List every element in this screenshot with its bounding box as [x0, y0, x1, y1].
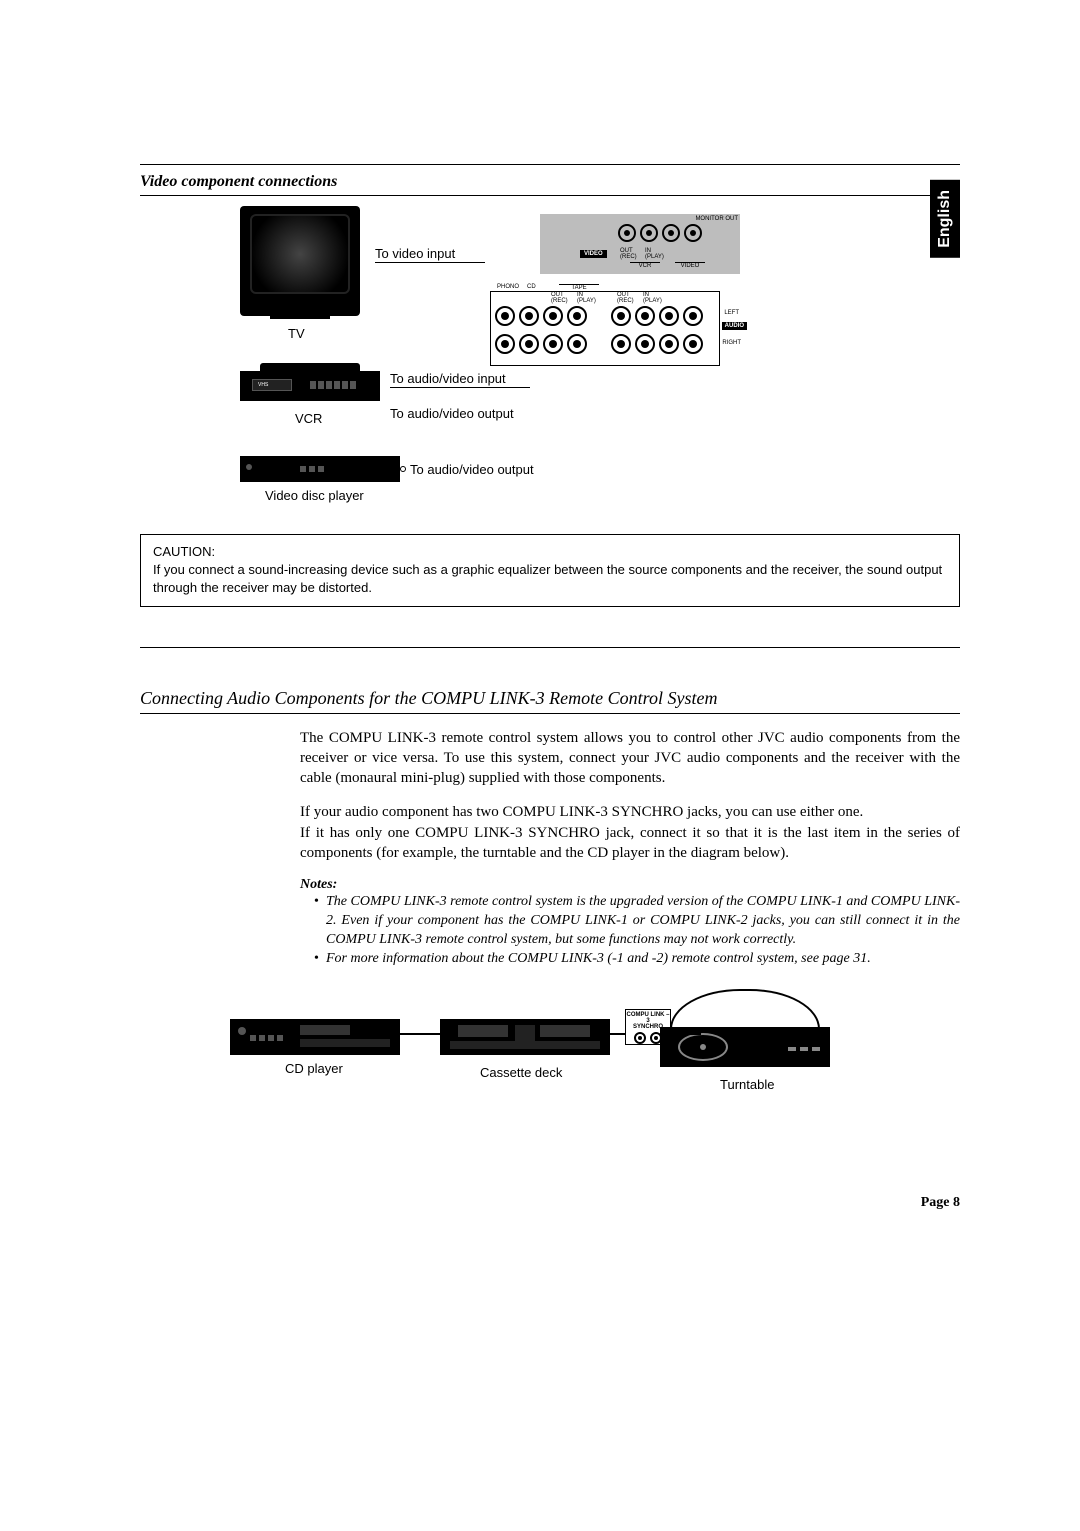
audio-jack: [567, 334, 587, 354]
audio-jack: [495, 306, 515, 326]
audio-jack: [635, 334, 655, 354]
audio-jack: [611, 334, 631, 354]
audio-jack: [519, 306, 539, 326]
to-video-input-label: To video input: [375, 246, 485, 263]
rule-top-2: [140, 195, 960, 196]
audio-jack: [495, 334, 515, 354]
notes-heading: Notes:: [300, 877, 960, 893]
note-2: For more information about the COMPU LIN…: [314, 950, 960, 969]
cassette-deck-icon: [440, 1019, 610, 1055]
video-panel-label: VIDEO: [675, 262, 705, 269]
vcr-label: VCR: [295, 411, 322, 426]
to-av-output-label-1: To audio/video output: [390, 406, 540, 422]
cassette-deck-label: Cassette deck: [480, 1065, 562, 1080]
turntable-label: Turntable: [720, 1077, 774, 1092]
monitor-out-label: MONITOR OUT: [695, 216, 738, 222]
caution-box: CAUTION: If you connect a sound-increasi…: [140, 534, 960, 607]
video-jack: [640, 224, 658, 242]
audio-jack: [635, 306, 655, 326]
video-box-label: VIDEO: [580, 250, 607, 258]
audio-jack: [519, 334, 539, 354]
video-jack: [684, 224, 702, 242]
diagram-compu-link: CD player Cassette deck COMPU LINK – 3 S…: [230, 989, 960, 1109]
audio-jack: [611, 306, 631, 326]
audio-jack: [543, 334, 563, 354]
tape-label: TAPE: [559, 284, 599, 291]
audio-jack: [683, 306, 703, 326]
section1-title: Video component connections: [140, 173, 960, 191]
video-jack-panel: MONITOR OUT VIDEO OUT(REC) IN(PLAY) VCR …: [540, 214, 740, 274]
synchro-jack: [634, 1032, 646, 1044]
audio-jack: [659, 334, 679, 354]
caution-heading: CAUTION:: [153, 543, 947, 561]
section2-para1: The COMPU LINK-3 remote control system a…: [300, 728, 960, 789]
audio-jack: [543, 306, 563, 326]
tv-label: TV: [288, 326, 305, 341]
rule-top-1: [140, 164, 960, 165]
to-av-output-label-2: To audio/video output: [410, 462, 560, 478]
cd-label: CD: [527, 284, 536, 290]
section2-para2: If your audio component has two COMPU LI…: [300, 802, 960, 863]
link-wire: [400, 1033, 440, 1035]
video-jack: [662, 224, 680, 242]
audio-jack: [659, 306, 679, 326]
cd-player-label: CD player: [285, 1061, 343, 1076]
tv-icon: [240, 206, 360, 316]
video-jack: [618, 224, 636, 242]
video-disc-player-label: Video disc player: [265, 488, 364, 503]
caution-text: If you connect a sound-increasing device…: [153, 561, 947, 597]
audio-jack-panel: PHONO CD TAPE OUT(REC) IN(PLAY) OUT(REC)…: [490, 291, 720, 366]
vcr-panel-label: VCR: [630, 262, 660, 269]
audio-jack: [567, 306, 587, 326]
in-play-label: IN(PLAY): [645, 248, 664, 260]
link-wire: [610, 1033, 625, 1035]
link-wire: [671, 1033, 701, 1035]
connector-dot: [400, 466, 406, 472]
right-label: RIGHT: [722, 340, 741, 346]
notes-list: The COMPU LINK-3 remote control system i…: [300, 893, 960, 969]
phono-label: PHONO: [497, 284, 519, 290]
to-av-input-label: To audio/video input: [390, 371, 530, 388]
rule-mid-1: [140, 647, 960, 648]
out-rec-label: OUT(REC): [620, 248, 637, 260]
cd-player-icon: [230, 1019, 400, 1055]
vcr-icon: VHS: [240, 371, 380, 401]
rule-mid-2: [140, 713, 960, 714]
audio-box-label: AUDIO: [722, 322, 747, 330]
diagram-video-connections: TV To video input MONITOR OUT VIDEO OUT(…: [240, 206, 960, 526]
note-1: The COMPU LINK-3 remote control system i…: [314, 893, 960, 950]
video-disc-player-icon: [240, 456, 400, 482]
left-label: LEFT: [724, 310, 739, 316]
audio-jack: [683, 334, 703, 354]
page-number: Page 8: [921, 1195, 960, 1211]
section2-title: Connecting Audio Components for the COMP…: [140, 688, 960, 709]
